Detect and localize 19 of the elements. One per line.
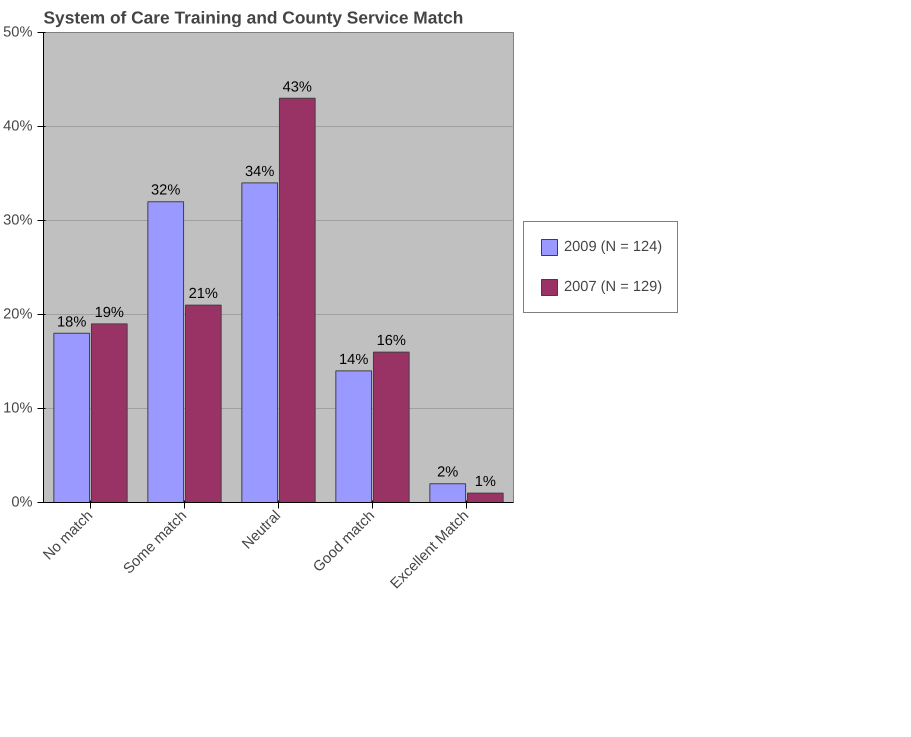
y-tick-label: 20% bbox=[3, 306, 33, 322]
data-label: 14% bbox=[339, 352, 368, 368]
legend-label: 2009 (N = 124) bbox=[564, 239, 662, 255]
data-label: 34% bbox=[245, 164, 274, 180]
y-tick-label: 0% bbox=[11, 494, 33, 510]
y-tick-label: 40% bbox=[3, 118, 33, 134]
y-tick-label: 30% bbox=[3, 212, 33, 228]
data-label: 2% bbox=[437, 464, 458, 481]
data-label: 1% bbox=[474, 474, 496, 490]
data-label: 21% bbox=[188, 286, 218, 302]
legend-label: 2007 (N = 129) bbox=[564, 279, 662, 295]
y-tick-label: 50% bbox=[3, 24, 33, 40]
data-label: 32% bbox=[151, 182, 180, 199]
data-label: 16% bbox=[376, 333, 406, 350]
data-label: 19% bbox=[94, 304, 124, 321]
y-tick-label: 10% bbox=[3, 400, 33, 416]
chart-title: System of Care Training and County Service Match bbox=[44, 8, 464, 28]
data-label: 18% bbox=[57, 314, 86, 330]
data-label: 43% bbox=[282, 79, 312, 96]
